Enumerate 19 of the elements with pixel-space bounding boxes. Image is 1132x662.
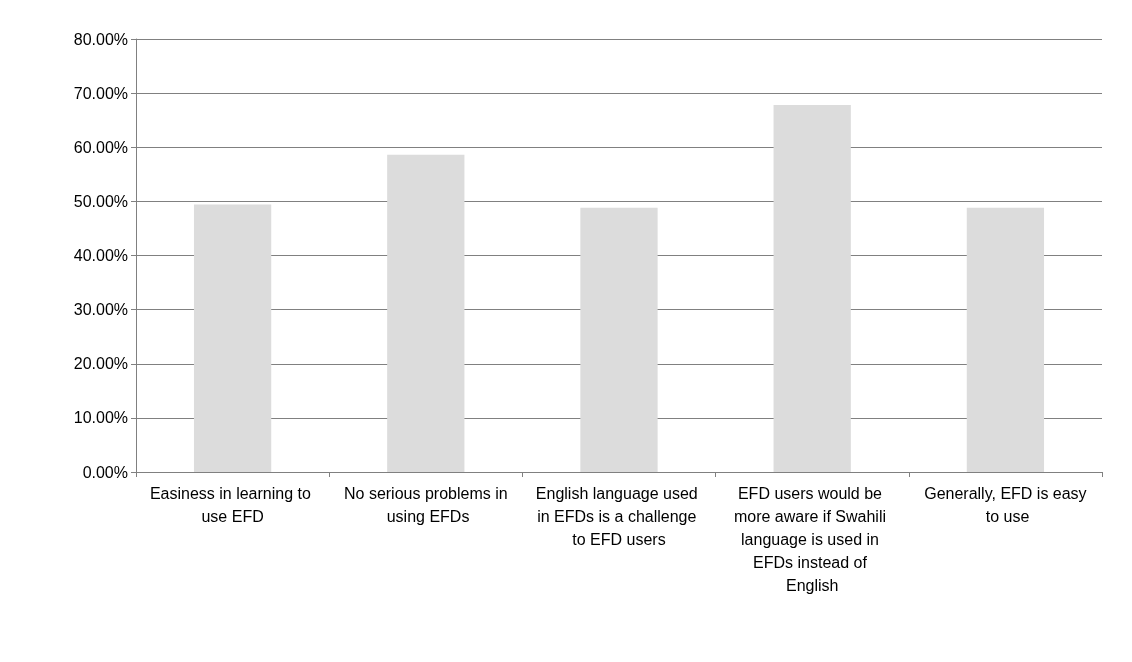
y-tick-label: 0.00% (82, 463, 128, 481)
y-tick-label: 10.00% (73, 409, 128, 427)
bar (193, 204, 272, 472)
bar (966, 207, 1045, 472)
bar (580, 207, 658, 472)
y-tick-label: 40.00% (73, 247, 128, 264)
y-tick-label: 20.00% (73, 355, 128, 373)
y-tick-label: 70.00% (73, 84, 128, 102)
x-tick-label: No serious problems in using EFDs (343, 485, 508, 525)
y-tick-label: 60.00% (73, 138, 128, 156)
x-tick-label: EFD users would be more aware if Swahili language is used in EFDs instead of English (733, 485, 891, 594)
bar (387, 154, 465, 472)
y-tick-label: 80.00% (73, 30, 128, 48)
x-tick-label: Easiness in learning to use EFD (149, 485, 316, 525)
x-tick-label: Generally, EFD is easy to use (924, 485, 1087, 525)
y-tick-label: 50.00% (73, 192, 128, 210)
x-tick-label: English language used in EFDs is a challenge to EFD users (535, 485, 703, 548)
bar (773, 105, 851, 472)
y-tick-label: 30.00% (73, 301, 128, 319)
